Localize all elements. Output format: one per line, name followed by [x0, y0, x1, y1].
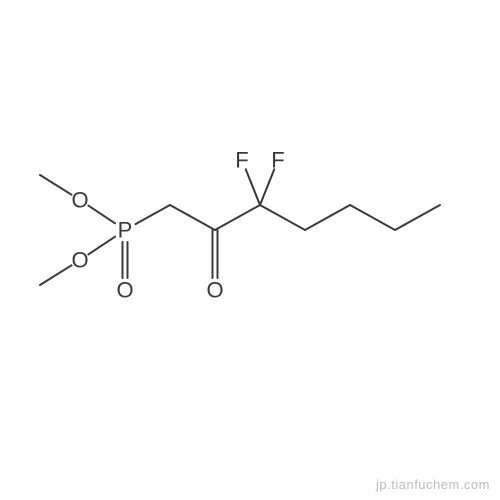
- molecule-diagram-container: { "molecule": { "stroke_color": "#3a3a3a…: [0, 0, 500, 500]
- bond-line: [305, 205, 350, 230]
- bond-line: [350, 205, 395, 230]
- bond-line: [88, 237, 115, 255]
- watermark-text: jp.tianfuchem.com: [376, 477, 490, 492]
- bond-line: [88, 206, 115, 224]
- bond-line: [40, 175, 72, 195]
- atom-label-f: F: [235, 148, 248, 173]
- bond-line: [246, 169, 260, 205]
- atom-label-f: F: [271, 148, 284, 173]
- bond-line: [215, 205, 260, 230]
- atom-label-p: P: [118, 218, 133, 243]
- bond-line: [135, 205, 170, 224]
- bond-line: [260, 205, 305, 230]
- atom-label-o: O: [116, 278, 133, 303]
- bond-line: [395, 205, 440, 230]
- atom-label-o: O: [206, 278, 223, 303]
- bond-line: [40, 265, 72, 285]
- atom-label-o: O: [71, 248, 88, 273]
- chemical-structure-svg: O O P O O FF: [0, 0, 500, 500]
- atom-label-o: O: [71, 188, 88, 213]
- bond-line: [170, 205, 215, 230]
- bond-line: [260, 169, 274, 205]
